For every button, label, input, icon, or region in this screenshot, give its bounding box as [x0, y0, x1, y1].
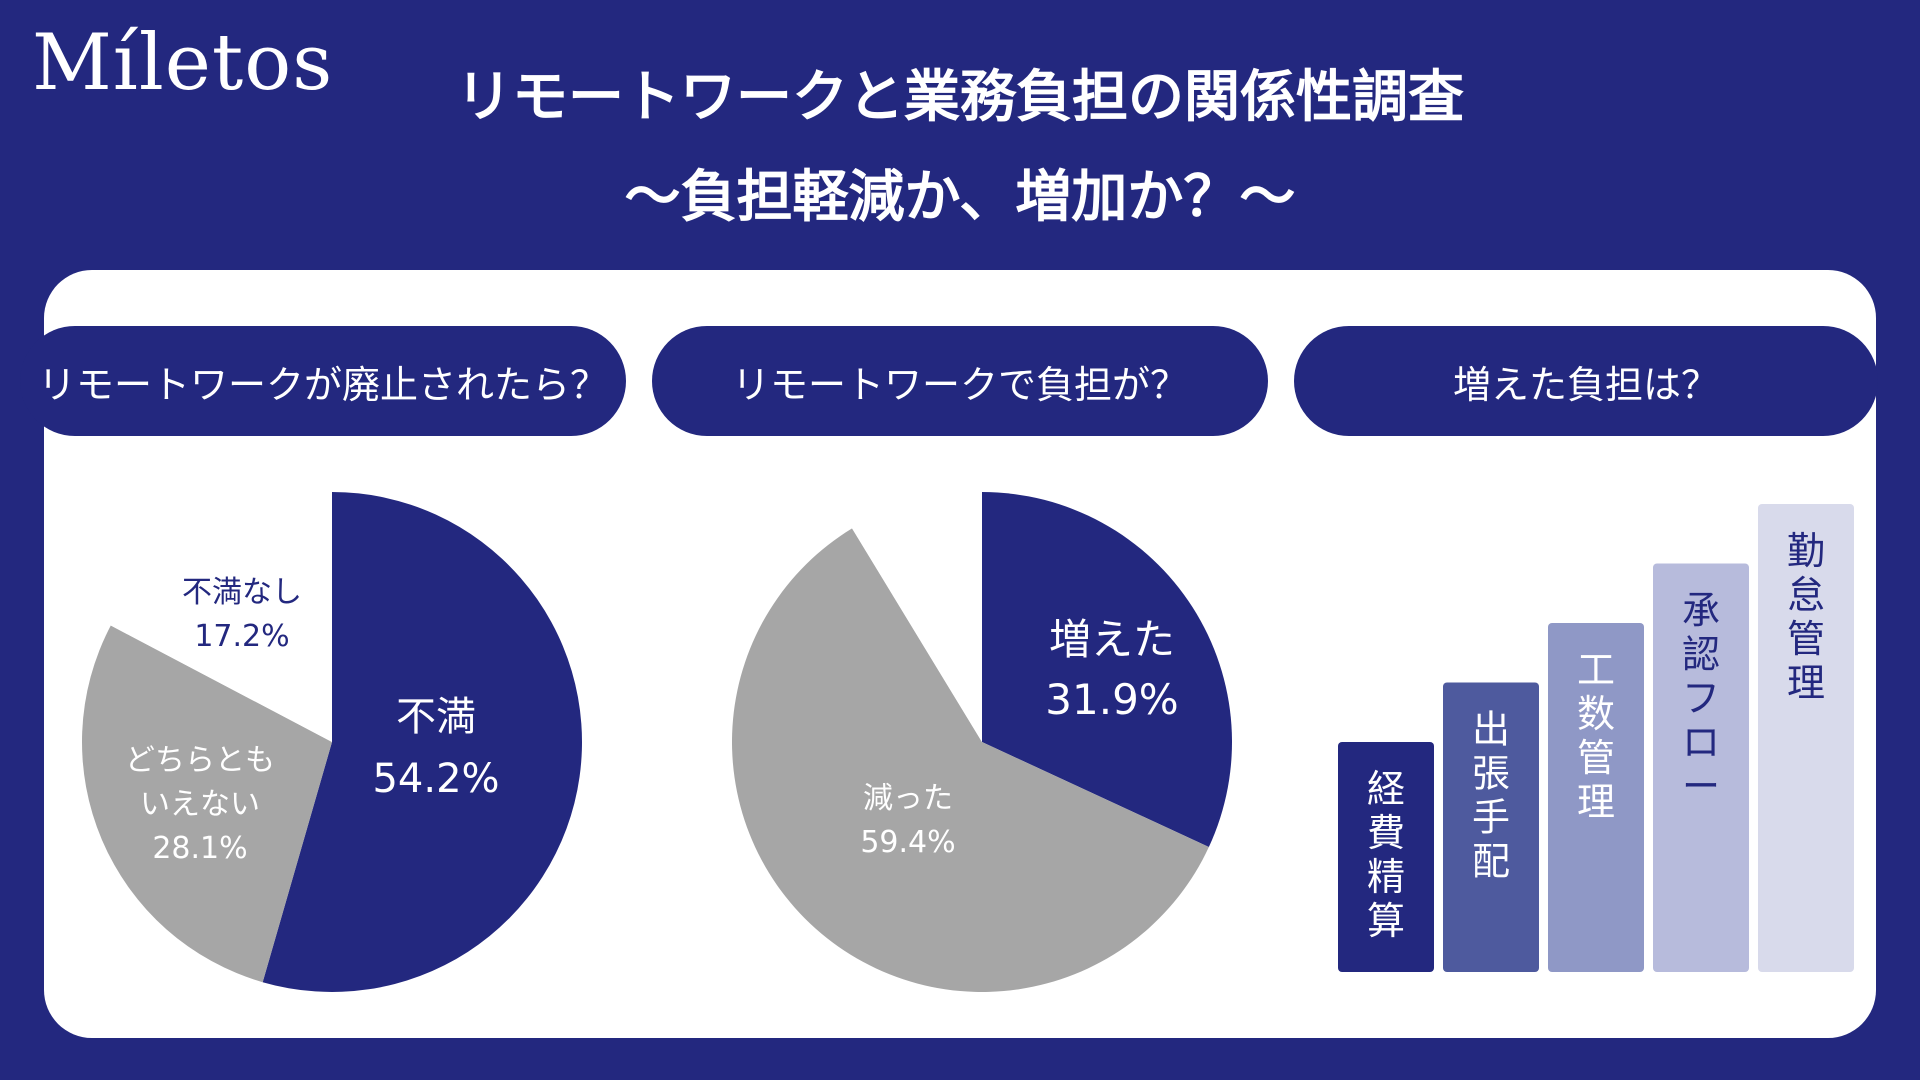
chart2-title: リモートワークで負担が？	[731, 362, 1188, 407]
bar-label-1: 手	[1472, 796, 1510, 840]
bar-label-2: 数	[1577, 692, 1615, 736]
bar-label-4: 勤	[1787, 529, 1825, 573]
pie1-label-2: 不満なし	[182, 575, 302, 610]
bar-label-4: 怠	[1787, 573, 1825, 617]
bar-label-3: 認	[1682, 633, 1720, 677]
bar-label-4: 管	[1787, 617, 1825, 661]
pie1-slice-2	[110, 492, 333, 742]
bar-0	[1338, 742, 1434, 972]
bar-1	[1443, 682, 1539, 972]
pie1-label-0: 不満	[396, 694, 476, 740]
bar-label-0: 精	[1367, 855, 1405, 899]
chart1-title-band: リモートワークが廃止されたら？	[20, 326, 626, 436]
bar-2	[1548, 623, 1644, 972]
pie1-slice-1	[82, 625, 332, 983]
bar-label-4: 理	[1787, 661, 1825, 705]
pie2-label-1: 減った	[863, 781, 953, 816]
chart3-title: 増えた負担は？	[1452, 362, 1719, 407]
bar-label-3: ー	[1682, 765, 1720, 809]
bar-label-0: 経	[1367, 767, 1405, 811]
bar-label-1: 張	[1472, 752, 1510, 796]
bar-label-3: フ	[1682, 677, 1720, 721]
pie2-slice-0	[982, 492, 1232, 848]
chart3-title-band: 増えた負担は？	[1294, 326, 1878, 436]
pie2-slice-1	[731, 528, 1209, 993]
pie2-value-0: 31.9%	[1045, 675, 1178, 724]
bar-4	[1758, 504, 1854, 972]
bar-3	[1653, 563, 1749, 972]
bar-label-3: ロ	[1682, 721, 1720, 765]
pie2-slice-2	[852, 492, 982, 742]
bar-label-2: 工	[1577, 648, 1615, 692]
bar-label-0: 算	[1367, 899, 1405, 943]
bar-label-2: 理	[1577, 780, 1615, 824]
bar-label-1: 配	[1472, 840, 1510, 884]
pie1-label-1: いえない	[140, 787, 260, 822]
brand-logo: Míletos	[32, 18, 334, 108]
pie1-label-1: どちらとも	[125, 743, 275, 778]
pie1-slice-0	[262, 492, 582, 992]
bar-label-3: 承	[1682, 589, 1720, 633]
pie2-label-0: 増えた	[1049, 615, 1175, 664]
bar-label-2: 管	[1577, 736, 1615, 780]
pie1-value-0: 54.2%	[372, 756, 499, 802]
page-subtitle: ～負担軽減か、増加か？～	[624, 165, 1296, 230]
bar-label-0: 費	[1367, 811, 1405, 855]
chart1-title: リモートワークが廃止されたら？	[37, 362, 608, 407]
chart2-title-band: リモートワークで負担が？	[652, 326, 1268, 436]
bar-label-1: 出	[1472, 708, 1510, 752]
pie2-value-1: 59.4%	[860, 825, 955, 860]
page-title: リモートワークと業務負担の関係性調査	[456, 65, 1464, 130]
pie1-value-1: 28.1%	[152, 831, 247, 866]
pie1-value-2: 17.2%	[194, 619, 289, 654]
